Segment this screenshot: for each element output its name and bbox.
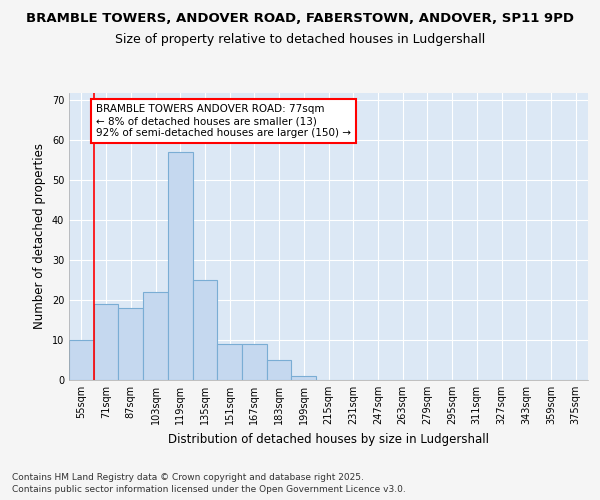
Bar <box>118 308 143 380</box>
Bar <box>69 340 94 380</box>
Bar <box>242 344 267 380</box>
Bar <box>143 292 168 380</box>
Text: Contains HM Land Registry data © Crown copyright and database right 2025.: Contains HM Land Registry data © Crown c… <box>12 472 364 482</box>
Bar <box>267 360 292 380</box>
Bar <box>292 376 316 380</box>
Bar <box>94 304 118 380</box>
Bar <box>168 152 193 380</box>
Text: BRAMBLE TOWERS ANDOVER ROAD: 77sqm
← 8% of detached houses are smaller (13)
92% : BRAMBLE TOWERS ANDOVER ROAD: 77sqm ← 8% … <box>96 104 351 138</box>
X-axis label: Distribution of detached houses by size in Ludgershall: Distribution of detached houses by size … <box>168 432 489 446</box>
Text: BRAMBLE TOWERS, ANDOVER ROAD, FABERSTOWN, ANDOVER, SP11 9PD: BRAMBLE TOWERS, ANDOVER ROAD, FABERSTOWN… <box>26 12 574 26</box>
Bar <box>193 280 217 380</box>
Bar <box>217 344 242 380</box>
Y-axis label: Number of detached properties: Number of detached properties <box>33 143 46 329</box>
Text: Contains public sector information licensed under the Open Government Licence v3: Contains public sector information licen… <box>12 485 406 494</box>
Text: Size of property relative to detached houses in Ludgershall: Size of property relative to detached ho… <box>115 32 485 46</box>
